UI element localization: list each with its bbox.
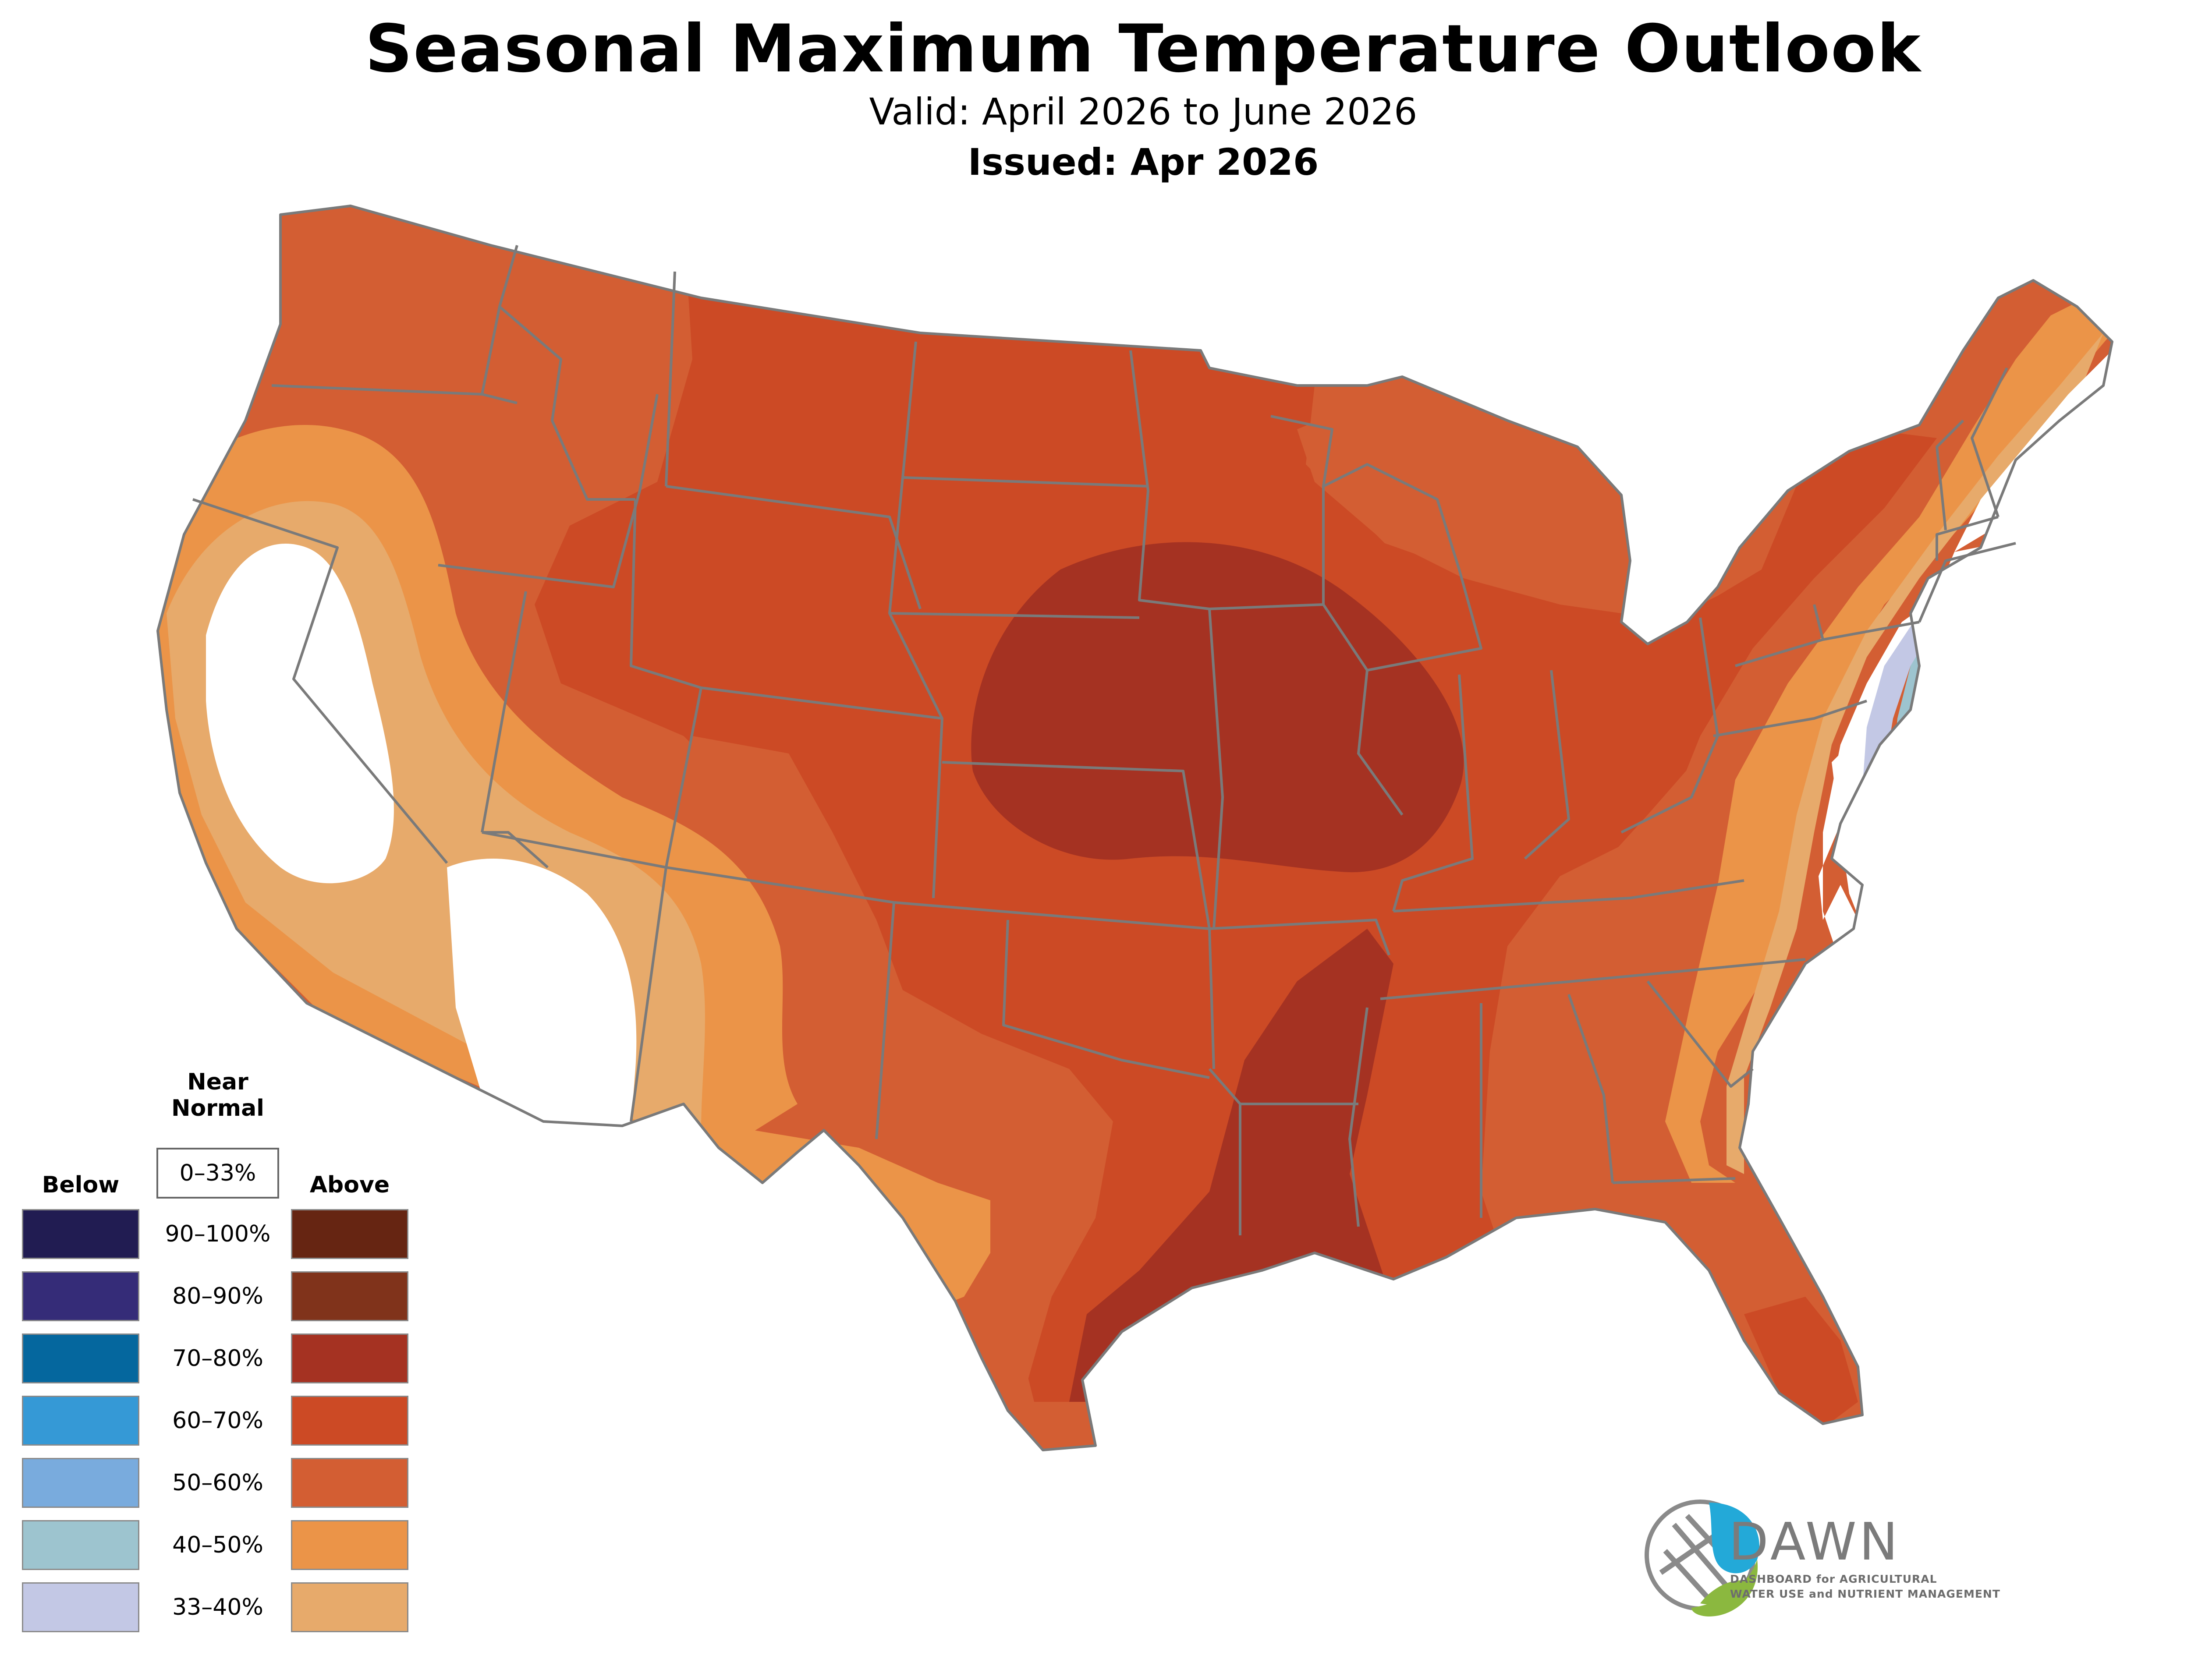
valid-period: Valid: April 2026 to June 2026 [869, 90, 1418, 133]
dawn-logo-tagline-2: WATER USE and NUTRIENT MANAGEMENT [1730, 1588, 2000, 1600]
dawn-logo-tagline-1: DASHBOARD for AGRICULTURAL [1730, 1573, 1937, 1585]
legend-swatch-below-90-100 [22, 1209, 139, 1259]
state-borders [158, 206, 2112, 1450]
zone-near-normal-california [206, 544, 394, 884]
dawn-logo-name: DAWN [1729, 1511, 1901, 1572]
legend-swatch-above-90-100 [291, 1209, 408, 1259]
map-title: Seasonal Maximum Temperature Outlook [365, 11, 1922, 87]
legend-swatch-above-60-70 [291, 1396, 408, 1446]
legend-above-heading: Above [309, 1172, 390, 1198]
zone-above-50-60-plains [657, 736, 1113, 1446]
zone-above-50-60-lakes [1297, 386, 1639, 613]
zone-near-normal-arizona [447, 859, 637, 1149]
legend-swatch-below-60-70 [22, 1396, 139, 1446]
legend-swatch-below-70-80 [22, 1333, 139, 1383]
legend-swatch-below-80-90 [22, 1271, 139, 1321]
zone-above-70-80-south [1069, 929, 1393, 1402]
legend-near-normal-line1: Near [187, 1069, 248, 1095]
legend-range-label: 33–40% [172, 1594, 263, 1620]
legend-swatch-above-40-50 [291, 1520, 408, 1570]
zone-above-60-70-florida [1744, 1297, 1858, 1428]
legend-swatch-below-40-50 [22, 1520, 139, 1570]
legend-range-label: 90–100% [165, 1221, 271, 1247]
legend-range-label: 50–60% [172, 1470, 263, 1496]
legend-below-heading: Below [42, 1172, 120, 1198]
legend-swatch-below-33-40 [22, 1582, 139, 1632]
legend-near-normal-line2: Normal [171, 1095, 264, 1121]
legend-near-normal-box: 0–33% [156, 1148, 279, 1199]
legend-swatch-above-70-80 [291, 1333, 408, 1383]
zone-above-50-60-east [1507, 683, 1779, 1314]
legend-swatch-below-50-60 [22, 1458, 139, 1508]
dawn-logo-mark [1645, 1500, 1760, 1616]
legend-swatch-above-50-60 [291, 1458, 408, 1508]
legend-swatch-above-80-90 [291, 1271, 408, 1321]
legend-range-label: 40–50% [172, 1532, 263, 1558]
legend-near-normal-heading: Near Normal [156, 1069, 279, 1121]
legend-range-label: 70–80% [172, 1345, 263, 1372]
legend-range-label: 80–90% [172, 1283, 263, 1309]
legend-range-label: 60–70% [172, 1408, 263, 1434]
legend-swatch-above-33-40 [291, 1582, 408, 1632]
issued-date: Issued: Apr 2026 [968, 141, 1319, 184]
